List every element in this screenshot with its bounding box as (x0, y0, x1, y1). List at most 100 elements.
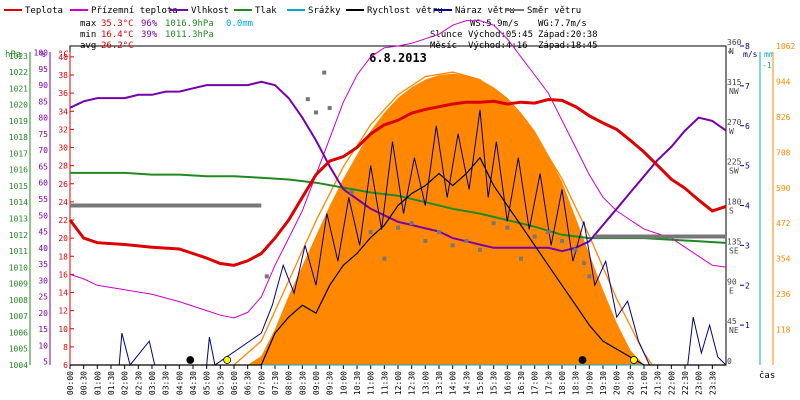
time-tick-label: 16:30 (517, 371, 526, 395)
time-tick-label: 23:30 (708, 371, 717, 395)
percent-tick-label: 75 (38, 130, 48, 139)
percent-tick-label: 35 (38, 260, 48, 269)
hpa-tick-label: 1011 (9, 247, 28, 256)
direction-tick-compass: E (729, 286, 734, 295)
hpa-tick-label: 1019 (9, 117, 28, 126)
direction-tick-label: 315 (727, 78, 742, 87)
wind-direction-point (532, 234, 537, 239)
time-tick-label: 11:30 (380, 371, 389, 395)
percent-tick-label: 60 (38, 179, 48, 188)
solar-tick-label: 354 (776, 255, 791, 264)
temperature-tick-label: 16 (58, 270, 68, 279)
wind-speed-tick-label: 5 (745, 162, 750, 171)
direction-tick-compass: SE (729, 246, 739, 255)
wind-speed-tick-label: 3 (745, 241, 750, 250)
legend-label-humidity: Vlhkost (191, 6, 229, 16)
percent-tick-label: 100 (34, 49, 49, 58)
hpa-tick-label: 1020 (9, 101, 28, 110)
stat-avg-label: avg (80, 41, 96, 51)
direction-tick-label: 360 (727, 38, 742, 47)
time-tick-label: 20:30 (626, 371, 635, 395)
time-tick-label: 18:30 (572, 371, 581, 395)
time-tick-label: 11:00 (367, 371, 376, 395)
stat-max-humidity: 96% (141, 19, 158, 29)
temperature-tick-label: 30 (58, 144, 68, 153)
time-tick-label: 17:00 (531, 371, 540, 395)
time-tick-label: 08:30 (298, 371, 307, 395)
time-tick-label: 22:30 (681, 371, 690, 395)
temperature-tick-label: 40 (58, 53, 68, 62)
axis-label-mm: mm (764, 50, 774, 59)
hpa-tick-label: 1016 (9, 166, 28, 175)
direction-tick-label: 135 (727, 237, 742, 246)
time-tick-label: 07:00 (257, 371, 266, 395)
sunrise-info: Východ:05:45 (468, 30, 533, 40)
wind-direction-point (560, 238, 564, 243)
time-tick-label: 15:30 (490, 371, 499, 395)
wind-direction-point (478, 247, 482, 252)
wind-speed-tick-label: 7 (745, 82, 750, 91)
wind-direction-point (519, 256, 523, 261)
hpa-tick-label: 1009 (9, 280, 28, 289)
stats-block: max 35.3°C 96% 1016.9hPa 0.0mm min 16.4°… (80, 19, 253, 51)
percent-tick-label: 5 (43, 358, 48, 367)
wind-direction-point (491, 221, 496, 226)
hpa-tick-label: 1017 (9, 149, 28, 158)
humidity-line (69, 80, 727, 253)
axis-label-celsius: °C (58, 50, 69, 60)
direction-tick-label: 90 (727, 277, 737, 286)
direction-tick-compass: W (729, 127, 734, 136)
temperature-tick-label: 22 (58, 216, 68, 225)
axis-label-ms: m/s (743, 50, 758, 59)
temperature-tick-label: 6 (63, 361, 68, 370)
temperature-tick-label: 34 (58, 107, 68, 116)
wind-speed-info: WS:5.9m/s (470, 19, 519, 29)
moonset-marker (578, 356, 587, 364)
temperature-tick-label: 28 (58, 162, 68, 171)
wind-speed-tick-label: 8 (745, 42, 750, 51)
time-tick-label: 13:00 (421, 371, 430, 395)
wind-direction-point (264, 274, 269, 279)
time-tick-label: 04:30 (189, 371, 198, 395)
percent-tick-label: 50 (38, 211, 48, 220)
axis-label-percent: % (40, 50, 46, 60)
temperature-tick-label: 12 (58, 307, 68, 316)
legend-label-pressure: Tlak (255, 6, 277, 16)
stat-max-label: max (80, 19, 97, 29)
hpa-tick-label: 1013 (9, 215, 28, 224)
hpa-tick-label: 1007 (9, 312, 28, 321)
axis-ticks: 1023102210211020101910181017101610151014… (9, 38, 796, 395)
time-tick-label: 14:30 (462, 371, 471, 395)
wind-direction-point (305, 97, 310, 102)
time-tick-label: 06:30 (244, 371, 253, 395)
percent-tick-label: 95 (38, 65, 48, 74)
hpa-tick-label: 1022 (9, 68, 28, 77)
stat-max-temp: 35.3°C (101, 19, 134, 29)
time-tick-label: 01:00 (93, 371, 102, 395)
time-tick-label: 10:00 (339, 371, 348, 395)
hpa-tick-label: 1004 (9, 361, 28, 370)
temperature-tick-label: 24 (58, 198, 68, 207)
temperature-tick-label: 8 (63, 343, 68, 352)
stat-min-temp: 16.4°C (101, 30, 134, 40)
temperature-tick-label: 38 (58, 71, 68, 80)
time-tick-label: 20:00 (613, 371, 622, 395)
time-tick-label: 21:00 (640, 371, 649, 395)
direction-tick-label: 0 (727, 357, 732, 366)
time-tick-label: 09:00 (312, 371, 321, 395)
legend-label-ground-temperature: Přízemní teplota (91, 6, 178, 16)
temperature-tick-label: 32 (58, 125, 68, 134)
percent-tick-label: 55 (38, 195, 48, 204)
hpa-tick-label: 1005 (9, 345, 28, 354)
solar-tick-label: 1062 (776, 42, 795, 51)
percent-tick-label: 80 (38, 114, 48, 123)
percent-tick-label: 45 (38, 228, 48, 237)
solar-tick-label: 944 (776, 77, 791, 86)
direction-tick-label: 225 (727, 158, 742, 167)
stat-min-humidity: 39% (141, 30, 158, 40)
temperature-line (68, 97, 727, 267)
wind-speed-tick-label: 2 (745, 281, 750, 290)
direction-tick-label: 45 (727, 317, 737, 326)
solar-tick-label: 826 (776, 113, 791, 122)
stat-rain-total: 0.0mm (226, 19, 253, 29)
